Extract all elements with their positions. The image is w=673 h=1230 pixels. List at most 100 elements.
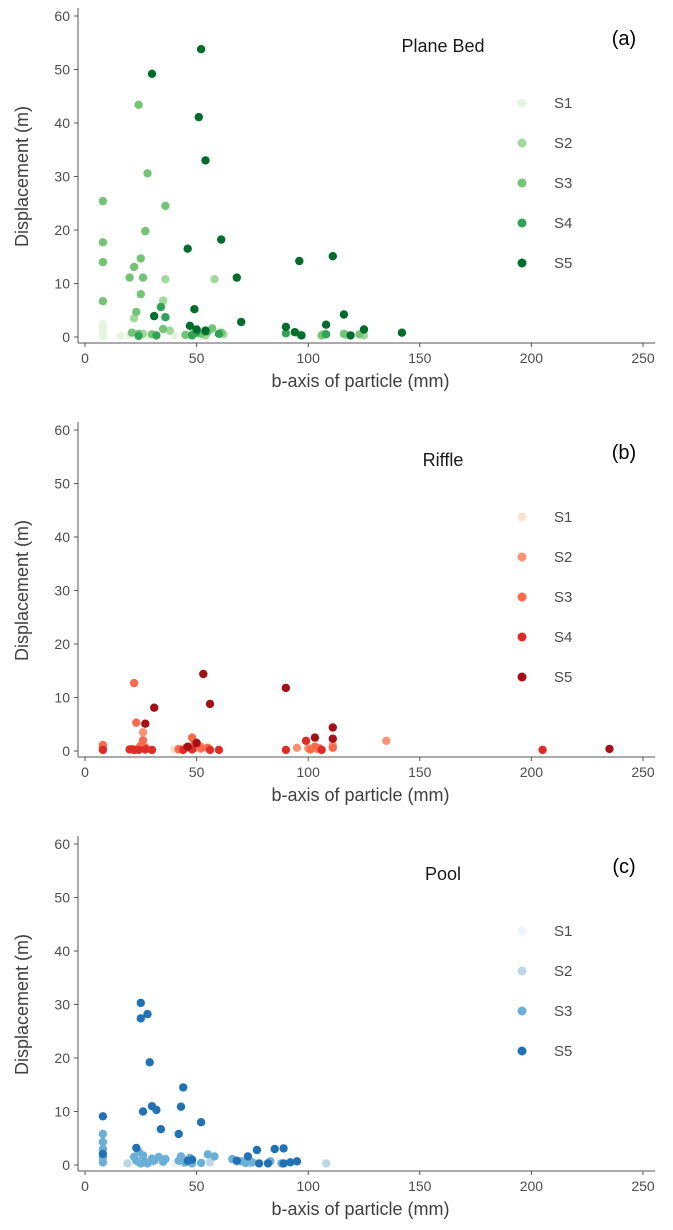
legend-label: S5: [554, 669, 572, 686]
panel-tag: (c): [612, 856, 635, 878]
data-point: [203, 1150, 212, 1159]
data-point: [98, 1137, 108, 1147]
legend-swatch: [517, 632, 527, 642]
data-point: [339, 329, 349, 338]
legend-swatch: [517, 512, 527, 522]
data-point: [210, 1152, 219, 1161]
data-point: [138, 1151, 148, 1160]
legend-entry: S2: [517, 549, 572, 566]
y-tick-label: 20: [54, 636, 70, 652]
y-tick-label: 20: [54, 222, 70, 238]
legend-label: S2: [554, 135, 572, 152]
x-axis-title: b-axis of particle (mm): [271, 1199, 449, 1219]
data-point: [150, 703, 159, 712]
series-S4: [98, 736, 547, 755]
data-point: [214, 745, 224, 755]
x-tick-label: 250: [631, 1178, 655, 1194]
legend-entry: S4: [517, 629, 572, 646]
data-point: [176, 1102, 186, 1111]
x-tick-label: 50: [189, 350, 205, 366]
data-point: [190, 305, 199, 314]
x-tick-label: 50: [189, 764, 205, 780]
data-point: [147, 69, 157, 79]
data-point: [136, 998, 145, 1008]
legend-entry: S1: [517, 95, 572, 112]
data-point: [98, 745, 108, 755]
y-tick-label: 10: [54, 1104, 70, 1120]
legend-entry: S5: [517, 1043, 572, 1060]
legend-label: S1: [554, 509, 572, 526]
data-point: [254, 1159, 264, 1168]
data-point: [196, 1118, 206, 1127]
data-point: [286, 1158, 295, 1167]
x-tick-label: 200: [520, 350, 544, 366]
data-point: [321, 1159, 331, 1168]
series-S5: [147, 45, 407, 340]
data-point: [134, 331, 143, 341]
data-point: [132, 718, 141, 727]
legend-swatch: [517, 592, 527, 602]
series-S3: [98, 678, 337, 754]
y-tick-label: 40: [54, 115, 70, 131]
data-point: [210, 275, 219, 284]
data-point: [243, 1152, 253, 1161]
data-point: [165, 326, 174, 335]
y-tick-label: 0: [62, 1157, 70, 1173]
data-point: [179, 1083, 188, 1092]
legend-entry: S5: [517, 669, 572, 686]
legend-entry: S2: [517, 963, 572, 980]
x-axis-title: b-axis of particle (mm): [271, 785, 449, 805]
y-tick-label: 20: [54, 1050, 70, 1066]
data-point: [134, 100, 143, 110]
data-point: [279, 1159, 288, 1168]
data-point: [295, 256, 304, 266]
legend-label: S5: [554, 1043, 572, 1060]
y-tick-label: 60: [54, 422, 70, 438]
legend-swatch: [517, 926, 527, 936]
y-axis-title: Displacement (m): [12, 106, 32, 247]
data-point: [127, 328, 137, 337]
data-point: [98, 1149, 108, 1159]
data-point: [174, 1129, 183, 1139]
legend-label: S3: [554, 1003, 572, 1020]
y-tick-label: 40: [54, 529, 70, 545]
data-point: [321, 330, 331, 339]
data-point: [129, 314, 139, 323]
data-point: [98, 320, 108, 329]
data-point: [98, 1158, 108, 1167]
chart-title: Riffle: [423, 450, 464, 470]
data-point: [382, 736, 391, 745]
legend-swatch: [517, 966, 527, 976]
y-tick-label: 10: [54, 690, 70, 706]
data-point: [141, 719, 150, 728]
data-point: [156, 1125, 166, 1134]
data-point: [183, 244, 192, 253]
data-point: [205, 745, 215, 755]
data-point: [281, 683, 291, 693]
data-point: [339, 310, 349, 319]
data-point: [281, 745, 291, 755]
x-tick-label: 100: [297, 1178, 321, 1194]
data-point: [136, 1014, 145, 1023]
legend-swatch: [517, 552, 527, 562]
data-point: [125, 273, 134, 282]
data-point: [183, 742, 192, 751]
data-point: [201, 156, 210, 165]
data-point: [263, 1159, 273, 1168]
data-point: [98, 1112, 108, 1121]
series-S3: [98, 100, 364, 340]
data-point: [297, 331, 306, 340]
data-point: [194, 112, 203, 122]
data-point: [136, 254, 145, 263]
x-tick-label: 100: [297, 764, 321, 780]
y-tick-label: 30: [54, 997, 70, 1013]
data-point: [123, 1159, 132, 1168]
legend-entry: S3: [517, 589, 572, 606]
y-tick-label: 0: [62, 743, 70, 759]
data-point: [292, 1157, 302, 1166]
data-point: [328, 734, 337, 743]
data-point: [187, 1155, 197, 1164]
data-point: [232, 1156, 241, 1165]
data-point: [321, 320, 331, 329]
